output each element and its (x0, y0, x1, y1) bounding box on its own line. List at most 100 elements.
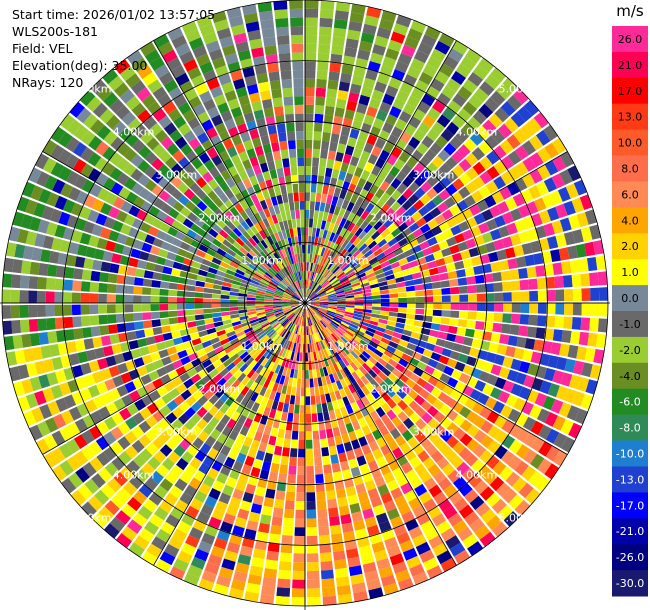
velocity-gate (247, 574, 262, 585)
velocity-gate (227, 265, 238, 273)
velocity-gate (48, 250, 60, 264)
velocity-gate (459, 172, 472, 186)
velocity-gate (108, 388, 121, 401)
velocity-gate (31, 346, 43, 361)
velocity-gate (71, 230, 83, 243)
velocity-gate (254, 353, 263, 362)
velocity-gate (510, 111, 526, 128)
velocity-gate (288, 313, 296, 321)
velocity-gate (166, 399, 179, 412)
velocity-gate (514, 499, 531, 516)
velocity-gate (428, 535, 444, 549)
velocity-gate (376, 395, 386, 407)
velocity-gate (369, 378, 380, 389)
velocity-gate (335, 1, 351, 13)
velocity-gate (191, 206, 203, 217)
velocity-gate (324, 328, 331, 336)
velocity-gate (305, 413, 312, 423)
velocity-gate (533, 252, 544, 265)
velocity-gate (301, 335, 304, 344)
velocity-gate (340, 336, 349, 344)
velocity-gate (39, 404, 53, 420)
velocity-gate (294, 307, 301, 314)
velocity-gate (333, 550, 346, 561)
velocity-gate (71, 365, 84, 378)
velocity-gate (327, 383, 334, 393)
velocity-gate (339, 189, 347, 200)
velocity-gate (385, 274, 395, 281)
velocity-gate (336, 306, 346, 310)
velocity-gate (487, 425, 501, 439)
velocity-gate (294, 281, 299, 290)
velocity-gate (457, 86, 473, 101)
velocity-gate (283, 293, 292, 298)
velocity-gate (298, 289, 303, 298)
velocity-gate (126, 50, 143, 65)
velocity-gate (380, 492, 393, 504)
velocity-gate (201, 570, 217, 583)
velocity-gate (207, 106, 220, 119)
velocity-gate (387, 134, 399, 146)
velocity-gate (145, 415, 158, 428)
velocity-gate (234, 272, 244, 279)
velocity-gate (335, 313, 344, 318)
velocity-gate (530, 240, 542, 253)
velocity-gate (241, 321, 251, 328)
velocity-gate (381, 367, 392, 377)
velocity-gate (264, 294, 274, 298)
velocity-gate (305, 8, 319, 18)
velocity-gate (562, 275, 573, 288)
velocity-gate (360, 406, 370, 417)
velocity-gate (452, 40, 469, 55)
velocity-gate (318, 534, 331, 545)
range-ring-label: 2.00km (199, 211, 241, 224)
velocity-gate (334, 330, 342, 338)
velocity-gate (496, 249, 508, 261)
velocity-gate (507, 455, 522, 471)
velocity-gate (246, 306, 256, 310)
velocity-gate (432, 169, 445, 182)
velocity-gate (178, 224, 190, 235)
velocity-gate (36, 304, 46, 317)
velocity-gate (208, 228, 219, 238)
velocity-gate (254, 384, 263, 394)
velocity-gate (116, 172, 130, 186)
velocity-gate (312, 272, 317, 281)
velocity-gate (411, 149, 424, 162)
velocity-gate (385, 324, 396, 332)
velocity-gate (245, 378, 255, 389)
velocity-gate (96, 125, 111, 140)
velocity-gate (103, 92, 119, 108)
velocity-gate (275, 490, 286, 501)
velocity-gate (223, 138, 234, 150)
velocity-gate (400, 211, 411, 222)
velocity-gate (313, 283, 319, 291)
velocity-gate (401, 510, 415, 524)
velocity-gate (478, 141, 492, 155)
velocity-gate (90, 326, 101, 337)
velocity-gate (269, 319, 278, 326)
velocity-gate (271, 277, 280, 285)
velocity-gate (294, 292, 301, 299)
velocity-gate (368, 440, 380, 452)
velocity-gate (51, 237, 63, 251)
velocity-gate (294, 263, 299, 272)
velocity-gate (547, 235, 559, 250)
velocity-gate (380, 310, 390, 316)
velocity-gate (96, 237, 108, 250)
velocity-gate (537, 458, 552, 475)
velocity-gate (108, 324, 118, 334)
velocity-gate (297, 227, 301, 237)
velocity-gate (326, 159, 335, 169)
velocity-gate (40, 249, 51, 263)
velocity-gate (14, 243, 26, 259)
velocity-gate (417, 122, 431, 135)
velocity-gate (188, 326, 198, 334)
velocity-gate (466, 438, 480, 452)
velocity-gate (230, 287, 240, 293)
velocity-gate (283, 166, 291, 177)
velocity-gate (462, 534, 478, 549)
range-ring-labels: 1.00km2.00km3.00km4.00km5.00km1.00km2.00… (70, 83, 540, 525)
velocity-gate (97, 187, 110, 202)
velocity-gate (335, 235, 343, 245)
